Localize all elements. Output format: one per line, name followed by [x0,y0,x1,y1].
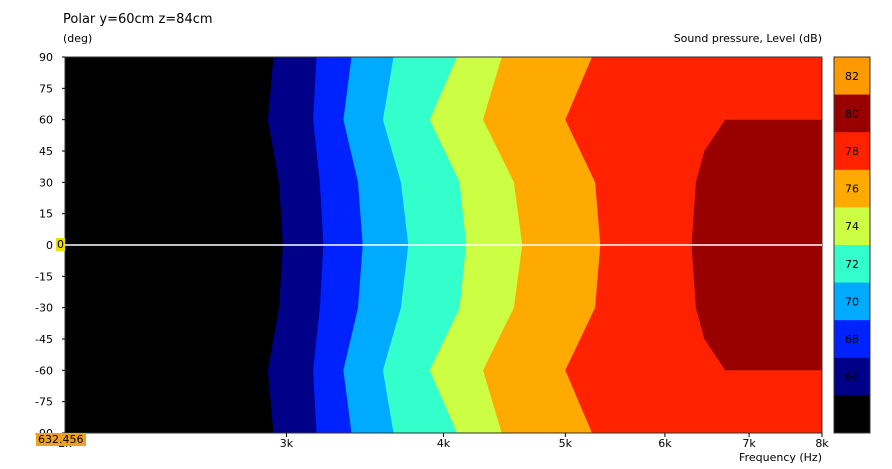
colorbar-label-80: 80 [845,107,859,120]
y-tick-label: -45 [35,333,53,346]
x-tick-label: 7k [742,437,756,450]
colorbar-label-68: 68 [845,333,859,346]
x-axis-label: Frequency (Hz) [739,451,822,464]
y-tick-label: 75 [39,82,53,95]
y-tick-label: -30 [35,302,53,315]
colorbar-swatch-74 [834,207,870,246]
colorbar-swatch-78 [834,132,870,171]
y-tick-label: 30 [39,176,53,189]
cursor-angle-readout: 0 [56,238,65,251]
x-tick-label: 4k [437,437,451,450]
colorbar-label-66: 66 [845,371,859,384]
colorbar-swatch-72 [834,245,870,284]
colorbar-swatch-base [834,395,870,434]
colorbar-swatch-82 [834,57,870,96]
y-tick-label: 60 [39,114,53,127]
chart-title: Polar y=60cm z=84cm [63,12,213,27]
colorbar-label-76: 76 [845,183,859,196]
y-axis-label: (deg) [63,32,93,45]
colorbar-label-82: 82 [845,70,859,83]
x-tick-label: 6k [658,437,672,450]
y-tick-label: 90 [39,51,53,64]
y-tick-label: 15 [39,208,53,221]
y-tick-label: -60 [35,364,53,377]
colorbar-label-74: 74 [845,220,859,233]
y-tick-label: -15 [35,270,53,283]
colorbar-label-70: 70 [845,295,859,308]
x-tick-label: 5k [559,437,573,450]
x-tick-label: 3k [280,437,294,450]
colorbar-swatch-68 [834,320,870,359]
colorbar-swatch-66 [834,357,870,396]
colorbar-label-72: 72 [845,258,859,271]
colorbar-frame [833,56,871,434]
y-tick-label: -75 [35,396,53,409]
colorbar-label-78: 78 [845,145,859,158]
colorbar-swatch-70 [834,282,870,321]
colorbar-label: Sound pressure, Level (dB) [673,32,822,45]
colorbar-swatch-76 [834,169,870,208]
x-tick-label: 8k [815,437,829,450]
cursor-frequency-readout: 632.456 [36,433,86,446]
colorbar-swatch-80 [834,94,870,133]
y-tick-label: 45 [39,145,53,158]
y-tick-label: 0 [46,239,53,252]
